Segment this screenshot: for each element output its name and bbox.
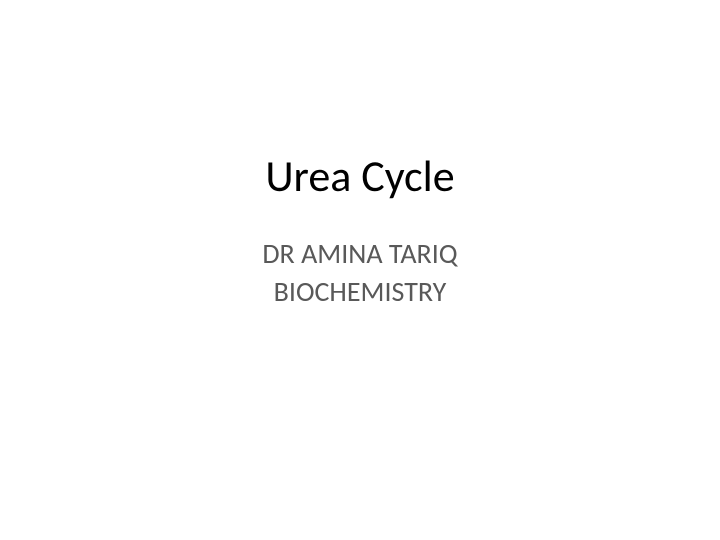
slide-title: Urea Cycle — [265, 149, 454, 203]
author-line: DR AMINA TARIQ — [262, 235, 457, 273]
department-line: BIOCHEMISTRY — [262, 273, 457, 311]
slide-container: Urea Cycle DR AMINA TARIQ BIOCHEMISTRY — [0, 0, 720, 540]
slide-subtitle: DR AMINA TARIQ BIOCHEMISTRY — [262, 235, 457, 311]
